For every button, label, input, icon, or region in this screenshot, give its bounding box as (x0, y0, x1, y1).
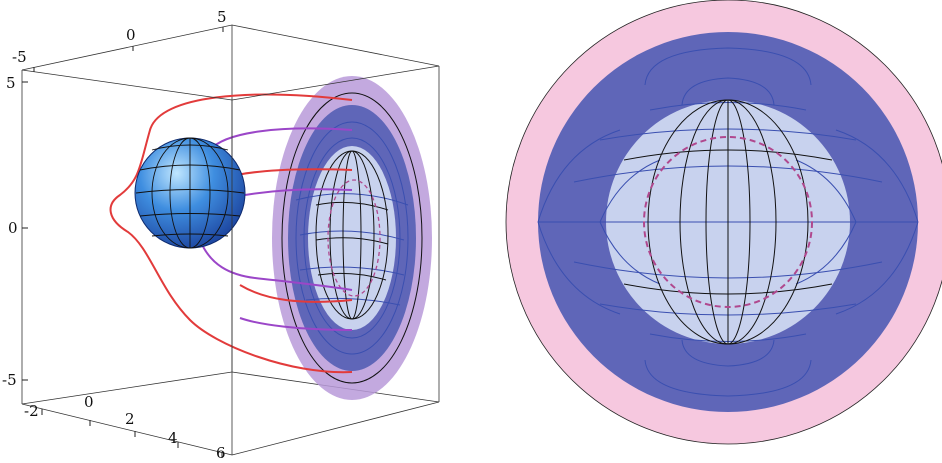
disk-black-lat-1 (315, 201, 389, 211)
disk-black-lat-3 (317, 272, 387, 281)
top-tick-label-2: 0 (126, 26, 136, 44)
meridian-inner (705, 99, 751, 345)
purple-field-line-2 (244, 188, 353, 196)
sphere-latitude-1 (139, 164, 241, 171)
box-bottom-front-left-edge (21, 403, 233, 456)
top-tick-label-3: 5 (217, 8, 227, 26)
vertical-axis-ticks: 5 0 -5 (2, 74, 28, 389)
disk-lat-line-3 (299, 266, 405, 276)
upper-lobe-2 (681, 77, 775, 106)
sphere-latitude-4 (151, 144, 229, 151)
top-tick-label-1: -5 (12, 48, 27, 66)
black-meridians (623, 99, 833, 345)
right-inner-arc-lower (795, 221, 857, 285)
disk-graticule-black (281, 92, 423, 384)
box-top-back-edges (21, 24, 440, 71)
sphere-latitude-2 (135, 189, 245, 194)
disk-meridian-inner (342, 150, 362, 320)
disk-dashed-circle (327, 179, 381, 297)
bottom-tick-label-3: 2 (125, 410, 135, 428)
dashed-reference-circle (643, 136, 813, 308)
right-projection-disk (505, 0, 942, 445)
left-inner-arc-upper (599, 159, 661, 223)
black-lat-lower (623, 283, 833, 295)
left-3d-plot: -5 0 5 5 0 -5 -2 0 2 4 6 (2, 8, 440, 462)
red-field-line-lower (239, 284, 353, 303)
disk-ring-line-1 (295, 121, 409, 355)
purple-field-line-3 (199, 239, 353, 291)
box-top-front-right-edge (231, 65, 440, 101)
disk-black-lat-2 (315, 237, 389, 245)
top-axis-ticks: -5 0 5 (12, 8, 227, 72)
purple-field-line-4 (239, 317, 353, 331)
box-bottom-front-right-edge (231, 401, 440, 456)
right-side-arc-lower (835, 221, 919, 315)
upper-lobe-1 (644, 47, 812, 86)
bottom-axis-ticks: -2 0 2 4 6 (24, 393, 226, 462)
bounding-box-front (21, 65, 440, 456)
disk-lat-line-4 (305, 297, 401, 306)
box-top-front-left-edge (21, 69, 233, 101)
disk-ring-line-2 (303, 137, 401, 339)
lower-lobe-1 (644, 359, 812, 397)
right-inner-arc-upper (795, 159, 857, 223)
disk-lat-line-1 (295, 193, 409, 206)
vert-tick-label-2: 0 (8, 219, 18, 237)
red-field-line-outer (109, 93, 353, 374)
sphere (134, 137, 246, 249)
left-inner-arc-lower (599, 221, 661, 285)
vert-tick-label-1: 5 (6, 74, 16, 92)
left-side-arc-lower (537, 221, 621, 315)
bottom-tick-label-1: -2 (24, 402, 39, 420)
bottom-tick-label-4: 4 (168, 429, 178, 447)
lower-lobe-2 (681, 339, 775, 367)
bottom-tick-label-2: 0 (84, 393, 94, 411)
sphere-latitude-3 (139, 213, 241, 217)
left-side-arc-upper (537, 129, 621, 223)
bottom-tick-label-5: 6 (216, 444, 226, 462)
black-lat-upper (623, 149, 833, 161)
right-side-arc-upper (835, 129, 919, 223)
disk-lat-line-2 (299, 230, 405, 241)
disk-graticule-blue (295, 121, 409, 355)
sphere-latitude-5 (151, 233, 229, 237)
disk-outer-black-ring (281, 92, 423, 384)
box-bottom-back-left-edge (21, 371, 233, 405)
vert-tick-label-3: -5 (2, 371, 17, 389)
purple-field-line-1 (209, 127, 353, 151)
